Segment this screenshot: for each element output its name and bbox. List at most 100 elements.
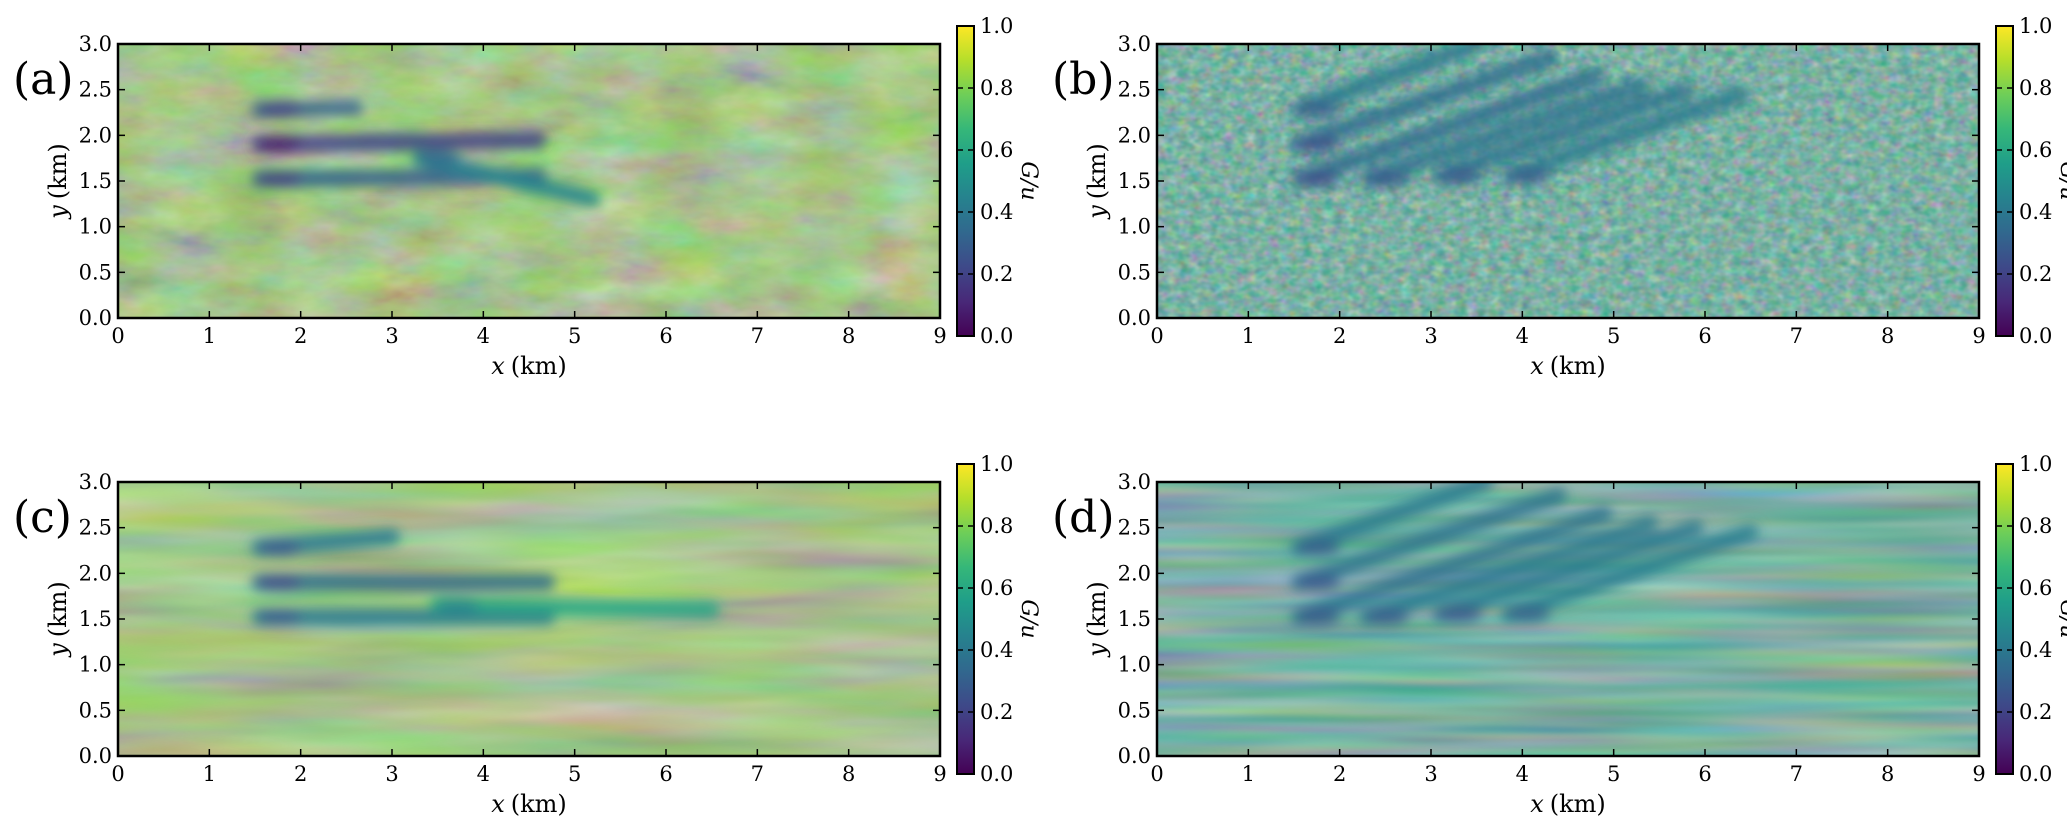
wake-4: [1359, 77, 1650, 188]
colorbar-gradient: [957, 26, 974, 336]
y-tick-label: 1.5: [1118, 169, 1151, 193]
panel-label: (b): [1052, 54, 1115, 105]
wake-2: [1290, 49, 1558, 153]
colorbar-tick-label: 0.0: [2019, 324, 2052, 348]
colorbar-tick-label: 0.6: [980, 138, 1013, 162]
x-tick-label: 9: [1972, 762, 1985, 786]
colorbar-frame: [1995, 25, 2014, 337]
x-tick-label: 8: [842, 762, 855, 786]
x-tick-label: 4: [477, 324, 490, 348]
wake-core-3: [257, 609, 302, 626]
wake-core-5: [1438, 606, 1483, 623]
wake-core-3: [257, 171, 302, 188]
y-axis-label: y(km): [44, 143, 72, 220]
x-tick-label: 2: [1333, 762, 1346, 786]
heatmap-field: [118, 482, 940, 756]
heatmap-field: [1157, 482, 1979, 756]
colorbar-tick-label: 0.8: [980, 514, 1013, 538]
colorbar-gradient: [1996, 26, 2013, 336]
heatmap-panel-a: 0 1 2 3 4 5 6 7 8 9 0.0 0.5 1.0 1.5 2.0 2.5 3.0 x (km) y(km…: [13, 14, 1041, 380]
wake-core-4: [435, 597, 480, 614]
y-tick-label: 0.5: [1118, 698, 1151, 722]
heatmap-panel-c: 0 1 2 3 4 5 6 7 8 9 0.0 0.5 1.0 1.5 2.0 2.5 3.0 x (km) y(km…: [13, 452, 1041, 818]
y-tick-label: 1.5: [79, 607, 112, 631]
heatmap-field: [1157, 44, 1979, 318]
x-tick-label: 5: [1607, 762, 1620, 786]
x-tick-label: 0: [1150, 762, 1163, 786]
wake-core-3: [1296, 171, 1341, 188]
y-tick-label: 0.0: [1118, 306, 1151, 330]
y-tick-label: 0.0: [1118, 744, 1151, 768]
colorbar-tick-label: 0.0: [2019, 762, 2052, 786]
y-tick-label: 0.0: [79, 744, 112, 768]
panel-label: (a): [13, 54, 74, 105]
y-tick-label: 1.0: [1118, 653, 1151, 677]
y-tick-label: 3.0: [1118, 32, 1151, 56]
y-tick-label: 1.0: [79, 215, 112, 239]
colorbar-label: G/u: [2055, 599, 2067, 638]
colorbar-tick-label: 0.8: [2019, 514, 2052, 538]
wake-2: [1290, 487, 1567, 591]
wake-core-5: [1438, 168, 1483, 185]
wake-core-1: [1296, 539, 1341, 556]
wake-core-4: [1365, 609, 1410, 626]
x-tick-label: 7: [751, 324, 764, 348]
x-tick-label: 8: [842, 324, 855, 348]
colorbar-tick-label: 0.4: [980, 638, 1013, 662]
y-tick-label: 0.5: [1118, 260, 1151, 284]
wake-core-1: [257, 539, 302, 556]
wake-1: [1290, 44, 1485, 118]
y-tick-label: 3.0: [79, 470, 112, 494]
x-axis-label: x (km): [1530, 790, 1606, 818]
y-tick-label: 2.0: [1118, 561, 1151, 585]
colorbar-frame: [956, 463, 975, 775]
wake-1: [1290, 482, 1494, 556]
wake-3: [1290, 67, 1604, 188]
colorbar-tick-label: 0.2: [2019, 700, 2052, 724]
colorbar-tick-label: 0.6: [2019, 576, 2052, 600]
colorbar-label: G/u: [2055, 161, 2067, 200]
x-tick-label: 8: [1881, 324, 1894, 348]
y-tick-label: 1.0: [79, 653, 112, 677]
colorbar: 0.0 0.2 0.4 0.6 0.8 1.0 G/u: [1995, 452, 2067, 786]
wake-core-2: [1296, 136, 1341, 153]
x-tick-label: 9: [933, 762, 946, 786]
colorbar-label: G/u: [1016, 161, 1041, 200]
colorbar: 0.0 0.2 0.4 0.6 0.8 1.0 G/u: [956, 452, 1041, 786]
x-tick-label: 5: [568, 762, 581, 786]
wake-core-2: [257, 574, 302, 591]
x-tick-label: 4: [1516, 762, 1529, 786]
wake-core-3: [1296, 609, 1341, 626]
colorbar-tick-label: 0.8: [2019, 76, 2052, 100]
x-tick-label: 3: [1424, 324, 1437, 348]
x-axis-label: x (km): [1530, 352, 1606, 380]
y-tick-label: 0.0: [79, 306, 112, 330]
x-tick-label: 2: [294, 324, 307, 348]
colorbar-gradient: [1996, 464, 2013, 774]
y-tick-label: 1.0: [1118, 215, 1151, 239]
y-tick-label: 2.5: [79, 516, 112, 540]
x-tick-label: 0: [111, 762, 124, 786]
wake-core-1: [1296, 101, 1341, 118]
wake-4: [429, 597, 720, 618]
y-tick-label: 1.5: [1118, 607, 1151, 631]
y-axis-label: y(km): [44, 581, 72, 658]
y-tick-label: 0.5: [79, 260, 112, 284]
x-tick-label: 2: [1333, 324, 1346, 348]
panel-label: (d): [1052, 492, 1115, 543]
x-tick-label: 7: [751, 762, 764, 786]
wake-6: [1500, 86, 1750, 185]
colorbar-tick-label: 0.6: [980, 576, 1013, 600]
x-tick-label: 5: [568, 324, 581, 348]
wake-core-2: [257, 136, 302, 153]
x-tick-label: 4: [1516, 324, 1529, 348]
colorbar-tick-label: 0.2: [980, 700, 1013, 724]
x-tick-label: 1: [203, 762, 216, 786]
colorbar-tick-label: 0.2: [980, 262, 1013, 286]
wake-4: [1359, 515, 1659, 626]
x-tick-label: 2: [294, 762, 307, 786]
colorbar-tick-label: 0.8: [980, 76, 1013, 100]
panel-label: (c): [13, 492, 72, 543]
colorbar-frame: [1995, 463, 2014, 775]
